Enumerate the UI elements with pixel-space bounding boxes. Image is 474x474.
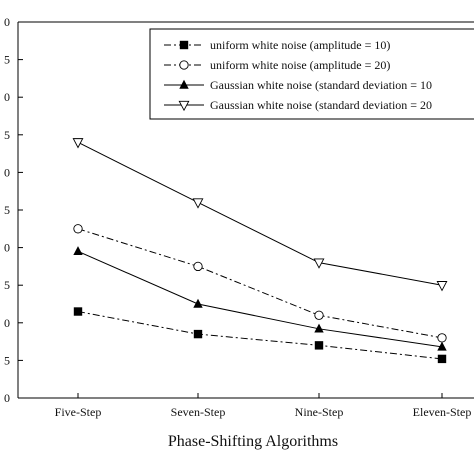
data-point <box>314 341 324 350</box>
legend: uniform white noise (amplitude = 10) unif… <box>149 28 474 120</box>
legend-marker <box>178 100 190 112</box>
data-point <box>72 138 84 149</box>
data-point <box>193 298 203 308</box>
y-tick-label: 0 <box>4 241 10 255</box>
y-tick-labels: 0 5 0 5 0 5 0 5 0 5 0 <box>4 15 10 405</box>
data-point <box>193 329 203 339</box>
x-tick-label: Nine-Step <box>295 405 344 419</box>
y-tick-label: 0 <box>4 391 10 405</box>
series-3 <box>73 246 447 351</box>
y-tick-label: 0 <box>4 15 10 29</box>
series-line <box>77 311 443 360</box>
y-tick-label: 0 <box>4 316 10 330</box>
data-point <box>314 323 324 333</box>
y-tick-label: 0 <box>4 165 10 179</box>
legend-marker <box>179 60 189 70</box>
series-line <box>77 228 443 339</box>
y-tick-label: 5 <box>4 53 10 67</box>
legend-label: uniform white noise (amplitude = 20) <box>210 58 390 72</box>
x-tick-label: Seven-Step <box>171 405 226 419</box>
legend-label: Gaussian white noise (standard deviation… <box>210 78 432 92</box>
legend-marker <box>179 79 189 89</box>
y-tick-label: 5 <box>4 278 10 292</box>
legend-box <box>149 28 474 120</box>
y-tick-label: 5 <box>4 203 10 217</box>
data-point <box>73 307 83 316</box>
data-point <box>437 354 447 364</box>
series-2 <box>73 224 447 343</box>
x-axis-title: Phase-Shifting Algorithms <box>168 433 338 450</box>
data-point <box>436 281 448 292</box>
x-tick-labels: Five-Step Seven-Step Nine-Step Eleven-Step <box>55 405 472 419</box>
legend-label: uniform white noise (amplitude = 10) <box>210 38 390 52</box>
data-point <box>193 261 203 272</box>
data-point <box>73 246 83 256</box>
data-point <box>192 198 204 209</box>
series-1 <box>73 307 447 364</box>
data-point <box>313 258 325 269</box>
legend-label: Gaussian white noise (standard deviation… <box>210 98 432 112</box>
data-point <box>437 333 447 343</box>
legend-marker <box>179 40 189 50</box>
series-4 <box>72 138 448 292</box>
x-tick-label: Five-Step <box>55 405 102 419</box>
data-point <box>73 224 83 234</box>
x-tick-label: Eleven-Step <box>413 405 472 419</box>
series-line <box>77 141 443 286</box>
y-tick-label: 5 <box>4 353 10 367</box>
series-line <box>77 250 443 348</box>
data-point <box>314 310 324 320</box>
data-point <box>437 341 447 351</box>
series-lines <box>72 138 448 364</box>
tick-marks <box>18 21 443 399</box>
y-tick-label: 5 <box>4 128 10 142</box>
y-tick-label: 0 <box>4 90 10 104</box>
